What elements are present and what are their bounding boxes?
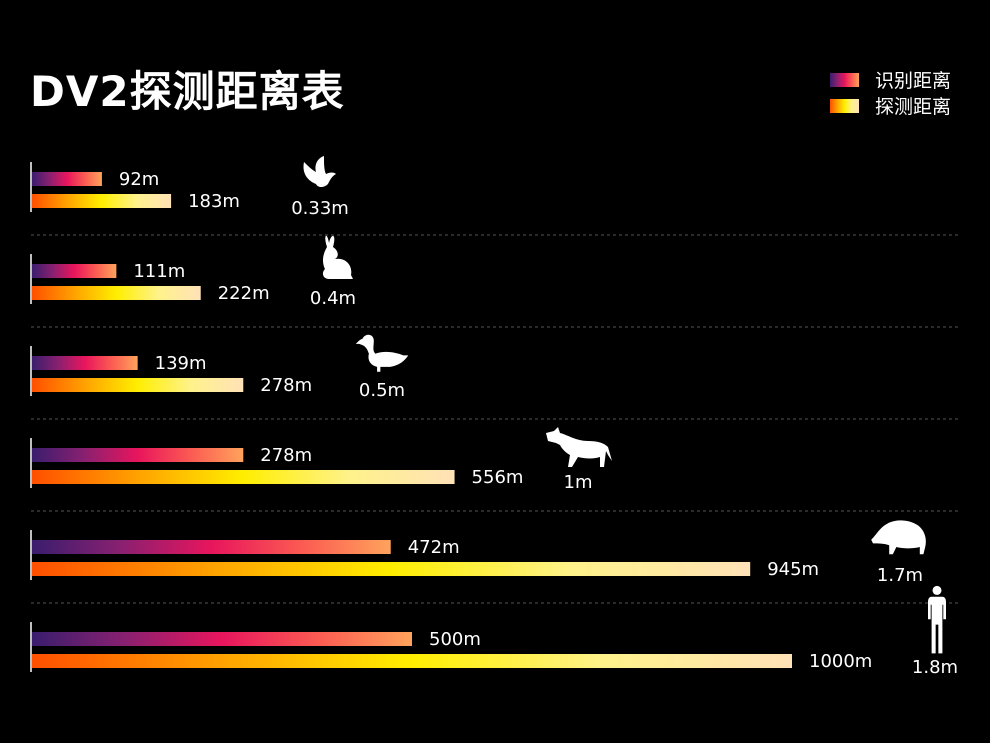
legend-item-detection: 探测距离 bbox=[830, 92, 951, 119]
duck-icon bbox=[355, 334, 409, 372]
bar-detection bbox=[32, 286, 201, 300]
bar-recognition bbox=[32, 264, 117, 278]
value-label-recognition: 139m bbox=[155, 353, 207, 374]
value-label-recognition: 92m bbox=[119, 169, 159, 190]
bar-detection bbox=[32, 562, 751, 576]
chart-title: DV2探测距离表 bbox=[30, 67, 345, 116]
bar-recognition bbox=[32, 356, 138, 370]
bar-detection bbox=[32, 194, 172, 208]
value-label-detection: 945m bbox=[767, 559, 819, 580]
human-icon bbox=[928, 585, 946, 654]
value-label-detection: 278m bbox=[260, 375, 312, 396]
value-label-detection: 1000m bbox=[809, 651, 872, 672]
value-label-recognition: 278m bbox=[260, 445, 312, 466]
bar-detection bbox=[32, 378, 244, 392]
rabbit-icon bbox=[322, 235, 353, 279]
bar-recognition bbox=[32, 540, 391, 554]
bar-recognition bbox=[32, 632, 412, 646]
legend-swatch-detection bbox=[830, 98, 859, 113]
target-size-label: 1.7m bbox=[877, 565, 923, 586]
value-label-recognition: 472m bbox=[408, 537, 460, 558]
value-label-detection: 183m bbox=[188, 191, 240, 212]
target-size-label: 0.33m bbox=[291, 198, 349, 219]
value-label-detection: 222m bbox=[218, 283, 270, 304]
value-label-detection: 556m bbox=[472, 467, 524, 488]
bar-detection bbox=[32, 470, 455, 484]
target-size-label: 0.5m bbox=[359, 380, 405, 401]
bird-icon bbox=[303, 156, 336, 187]
bar-detection bbox=[32, 654, 792, 668]
target-size-label: 0.4m bbox=[310, 288, 356, 309]
legend-label-detection: 探测距离 bbox=[875, 96, 952, 118]
value-label-recognition: 500m bbox=[429, 629, 481, 650]
boar-icon bbox=[871, 520, 926, 555]
legend-item-recognition: 识别距离 bbox=[830, 66, 951, 93]
target-size-label: 1m bbox=[564, 472, 593, 493]
wolf-icon bbox=[546, 427, 612, 467]
bar-recognition bbox=[32, 172, 102, 186]
bar-recognition bbox=[32, 448, 244, 462]
target-size-label: 1.8m bbox=[912, 657, 958, 678]
value-label-recognition: 111m bbox=[133, 261, 185, 282]
legend-swatch-recognition bbox=[830, 72, 859, 87]
legend-label-recognition: 识别距离 bbox=[875, 70, 952, 92]
